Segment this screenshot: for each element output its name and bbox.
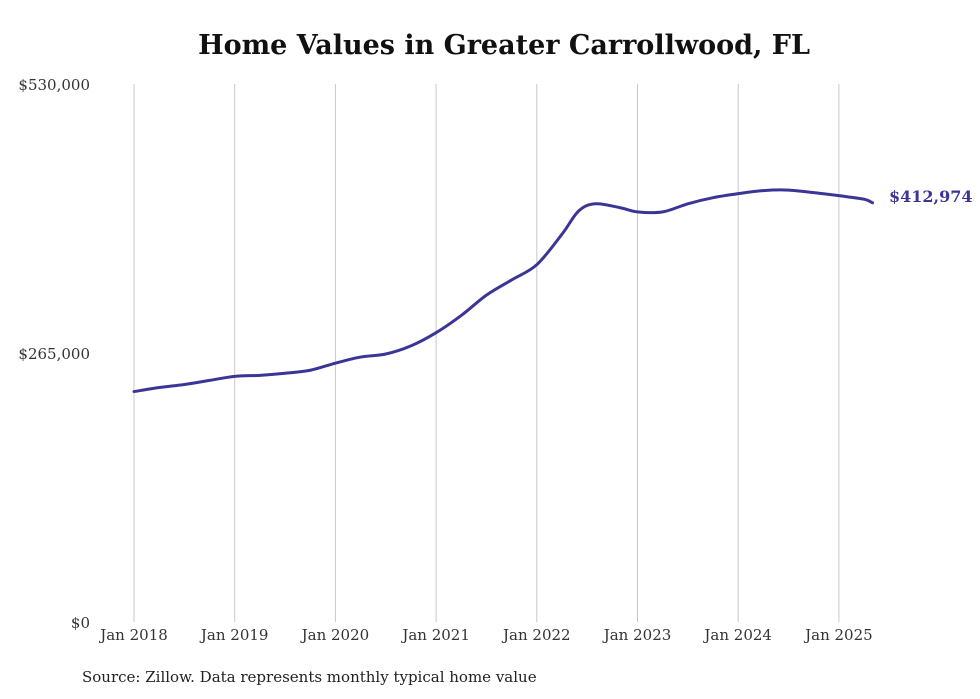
series-layer: $412,974 xyxy=(132,187,973,394)
x-tick-label: Jan 2025 xyxy=(803,626,873,644)
x-tick-label: Jan 2024 xyxy=(702,626,772,644)
x-tick-label: Jan 2023 xyxy=(602,626,672,644)
y-tick-label: $265,000 xyxy=(18,345,90,363)
x-tick-label: Jan 2018 xyxy=(98,626,168,644)
y-axis-ticks: $0 $265,000 $530,000 xyxy=(18,76,90,632)
x-tick-label: Jan 2019 xyxy=(199,626,269,644)
y-tick-label: $530,000 xyxy=(18,76,90,94)
grid-lines xyxy=(133,84,840,622)
x-tick-label: Jan 2020 xyxy=(300,626,370,644)
source-note: Source: Zillow. Data represents monthly … xyxy=(82,668,537,686)
chart-title: Home Values in Greater Carrollwood, FL xyxy=(198,30,810,61)
x-axis-ticks: Jan 2018 Jan 2019 Jan 2020 Jan 2021 Jan 2022… xyxy=(98,626,872,644)
series-end-label: $412,974 xyxy=(889,187,973,206)
x-tick-label: Jan 2021 xyxy=(400,626,470,644)
series-line xyxy=(132,188,874,394)
x-tick-label: Jan 2022 xyxy=(501,626,571,644)
y-tick-label: $0 xyxy=(71,614,90,632)
